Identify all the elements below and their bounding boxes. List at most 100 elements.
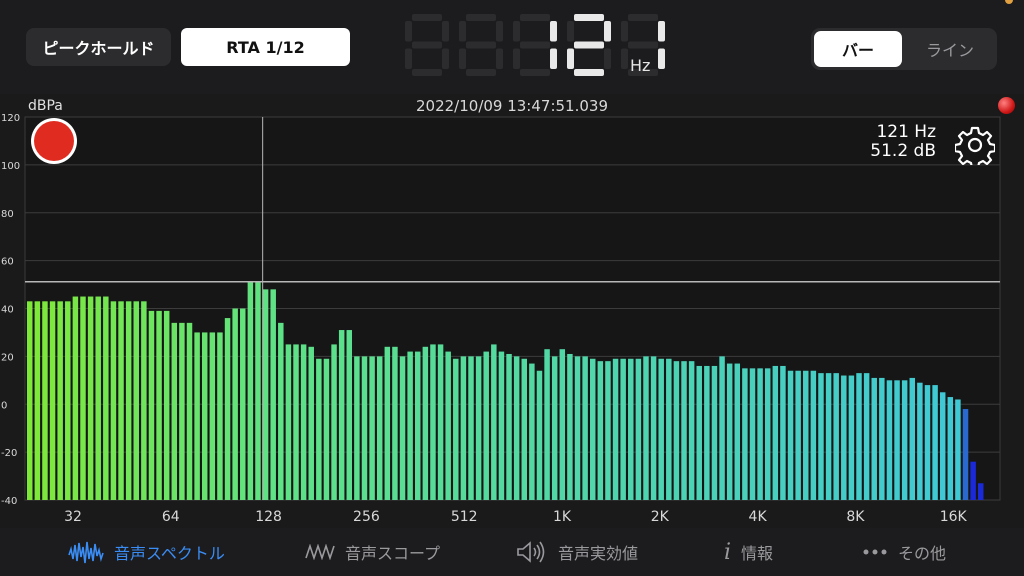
spectrum-bar	[369, 356, 375, 500]
tab-rms[interactable]: 音声実効値	[516, 528, 638, 576]
digit-segment	[520, 14, 550, 21]
spectrum-bar	[757, 368, 763, 500]
y-tick-label: -40	[1, 496, 17, 507]
spectrum-bar	[879, 377, 885, 500]
spectrum-bar	[141, 301, 147, 500]
y-tick-label: 0	[1, 400, 7, 411]
x-tick-label: 1K	[553, 509, 572, 525]
spectrum-bar	[34, 301, 41, 500]
spectrum-bar	[909, 377, 916, 500]
x-tick-label: 128	[255, 509, 282, 525]
tab-info-label: 情報	[741, 544, 774, 563]
digit-segment	[604, 21, 611, 42]
spectrum-bar	[217, 332, 223, 500]
peak-hold-button[interactable]: ピークホールド	[26, 28, 171, 66]
bar-mode-button[interactable]: バー	[814, 31, 902, 67]
spectrum-bar	[605, 361, 611, 500]
spectrum-bar	[536, 370, 543, 500]
digit-segment	[628, 41, 658, 49]
spectrum-bar	[818, 373, 824, 500]
spectrum-bar	[795, 370, 801, 500]
spectrum-plot[interactable]: 120 100 80 60 40 20 0 -20 -40 32 64 128 256 512 1K 2K 4K…	[0, 94, 1024, 528]
spectrum-bar	[399, 356, 406, 500]
spectrum-bar	[841, 375, 847, 500]
spectrum-bar	[156, 310, 162, 500]
spectrum-bar	[42, 301, 48, 500]
seven-segment-digit	[621, 14, 665, 76]
spectrum-bar	[80, 296, 86, 500]
spectrum-bar	[612, 358, 619, 500]
spectrum-bar	[764, 368, 771, 500]
digit-segment	[466, 14, 496, 21]
spectrum-bar	[780, 365, 786, 500]
tab-info[interactable]: i 情報	[724, 528, 773, 576]
spectrum-bar	[354, 356, 360, 500]
spectrum-bar	[27, 301, 33, 500]
line-mode-button[interactable]: ライン	[925, 41, 974, 60]
spectrum-bar	[300, 344, 307, 500]
spectrum-bar	[270, 289, 276, 500]
x-tick-label: 16K	[940, 509, 968, 525]
gear-icon[interactable]	[955, 125, 995, 165]
spectrum-bar	[240, 308, 246, 500]
clip-indicator-icon	[998, 97, 1015, 114]
spectrum-bar	[681, 361, 687, 500]
spectrum-bar	[201, 332, 208, 500]
spectrum-bar	[110, 301, 117, 500]
spectrum-bar	[589, 358, 596, 500]
spectrum-bar	[148, 310, 155, 500]
top-toolbar: ピークホールド RTA 1/12 121 Hz バー ライン	[0, 0, 1024, 94]
tab-more[interactable]: その他	[862, 528, 946, 576]
y-tick-label: 120	[1, 113, 20, 124]
y-axis-unit-label: dBPa	[28, 98, 63, 114]
spectrum-bar	[597, 361, 604, 500]
spectrum-bar	[194, 332, 200, 500]
spectrum-bar	[787, 370, 794, 500]
digit-segment	[574, 14, 604, 21]
spectrum-bar	[863, 373, 870, 500]
seven-segment-digit	[567, 14, 611, 76]
info-icon: i	[724, 539, 732, 565]
spectrum-bar	[278, 322, 284, 500]
digit-segment	[621, 48, 628, 69]
rta-resolution-button[interactable]: RTA 1/12	[181, 28, 350, 66]
spectrum-bar	[917, 382, 923, 500]
tab-spectrum-label: 音声スペクトル	[114, 544, 225, 563]
digit-segment	[520, 41, 550, 49]
spectrum-bar	[209, 332, 216, 500]
spectrum-bar	[719, 356, 725, 500]
spectrum-bar	[833, 373, 839, 500]
spectrum-bar	[544, 349, 550, 500]
digit-segment	[412, 69, 442, 76]
spectrum-bar	[118, 301, 124, 500]
tab-scope[interactable]: 音声スコープ	[305, 528, 440, 576]
spectrum-bar	[901, 380, 908, 500]
more-icon	[862, 548, 888, 556]
spectrum-bar	[742, 368, 748, 500]
cursor-frequency: 121 Hz	[876, 122, 936, 142]
scope-icon	[305, 544, 335, 560]
spectrum-bar	[437, 344, 444, 500]
spectrum-bar	[163, 310, 170, 500]
spectrum-bar	[696, 365, 702, 500]
y-tick-label: 20	[1, 352, 14, 363]
digit-segment	[405, 21, 412, 42]
seven-segment-digit	[405, 14, 449, 76]
frequency-display: 121	[405, 14, 665, 76]
spectrum-bar	[726, 363, 733, 500]
record-button[interactable]	[31, 118, 77, 164]
bottom-tab-bar: 音声スペクトル 音声スコープ 音声実効値 i 情報 その他	[0, 528, 1024, 576]
spectrum-bar	[772, 365, 779, 500]
tab-more-label: その他	[898, 544, 947, 563]
spectrum-bar	[171, 322, 178, 500]
timestamp: 2022/10/09 13:47:51.039	[416, 97, 608, 115]
spectrum-bar	[384, 346, 391, 500]
digit-segment	[567, 48, 574, 69]
spectrum-bar	[65, 301, 71, 500]
cursor-level: 51.2 dB	[870, 141, 936, 161]
tab-spectrum[interactable]: 音声スペクトル	[68, 528, 225, 576]
digit-segment	[628, 69, 658, 76]
spectrum-bar	[255, 282, 261, 500]
spectrum-bar	[475, 356, 482, 500]
spectrum-bar	[939, 392, 946, 500]
